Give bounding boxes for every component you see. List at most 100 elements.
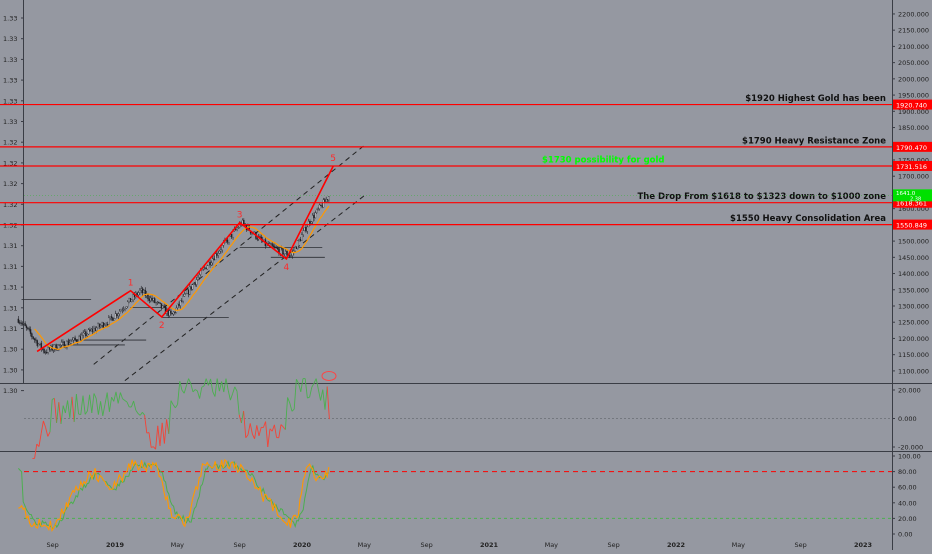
right-axis-tick-label: 2150.000 <box>898 27 929 35</box>
osc-segment <box>103 404 105 415</box>
candle <box>323 200 324 208</box>
osc-segment <box>175 404 177 407</box>
candle <box>108 318 109 325</box>
osc-segment <box>325 386 327 409</box>
candle <box>172 313 173 314</box>
osc-segment <box>61 406 63 424</box>
candle <box>296 247 297 249</box>
osc-segment <box>173 405 175 408</box>
candle <box>85 332 86 336</box>
osc-segment <box>114 392 116 401</box>
osc-segment <box>208 379 210 385</box>
right-axis-tick-label: 2100.000 <box>898 43 929 51</box>
chart-marker-icon[interactable] <box>322 372 336 381</box>
osc-segment <box>323 390 325 410</box>
candle <box>69 343 70 344</box>
osc-segment <box>169 401 171 434</box>
candle <box>282 248 283 254</box>
candle <box>96 328 97 331</box>
candle <box>27 328 28 329</box>
osc-segment <box>158 426 160 446</box>
candle <box>161 304 162 309</box>
candle <box>93 328 94 331</box>
osc-segment <box>57 402 59 423</box>
candle <box>164 306 165 307</box>
level-annotation: $1790 Heavy Resistance Zone <box>742 136 886 146</box>
candle <box>151 298 152 300</box>
level-annotation: $1730 possibility for gold <box>542 155 665 165</box>
candle <box>137 293 138 295</box>
right-axis-tick-label: 1350.000 <box>898 286 929 294</box>
left-axis-tick-label: 1.31 <box>3 284 17 292</box>
osc-axis-tick-label: 20.000 <box>898 387 921 395</box>
osc-segment <box>285 397 287 429</box>
osc-segment <box>101 401 103 416</box>
stoch-k-line <box>18 460 328 531</box>
candle <box>88 330 89 334</box>
candle <box>174 312 175 313</box>
candle <box>83 333 84 335</box>
osc-segment <box>70 397 72 418</box>
right-axis-tick-label: 1450.000 <box>898 254 929 262</box>
left-axis-tick-label: 1.30 <box>3 387 17 395</box>
candle <box>173 312 174 314</box>
candle <box>103 323 104 327</box>
osc-segment <box>189 379 191 384</box>
osc-segment <box>237 391 239 415</box>
candle <box>309 221 310 223</box>
candle <box>99 324 100 327</box>
candle <box>207 266 208 269</box>
candle <box>243 220 244 224</box>
osc-segment <box>255 425 257 438</box>
left-axis-tick-label: 1.31 <box>3 263 17 271</box>
candle <box>196 280 197 285</box>
candle <box>26 326 27 328</box>
osc-axis-tick-label: 0.000 <box>898 415 917 423</box>
candle <box>289 256 290 257</box>
candle <box>30 329 31 333</box>
candle <box>48 347 49 352</box>
candle <box>115 314 116 319</box>
candle <box>318 209 319 210</box>
osc-segment <box>105 393 107 405</box>
osc-segment <box>65 400 67 413</box>
right-axis-tick-label: 2000.000 <box>898 75 929 83</box>
x-axis-tick-label: Sep <box>795 541 807 549</box>
candle <box>149 299 150 301</box>
candle <box>60 345 61 346</box>
stoch-axis-tick-label: 0.00 <box>898 531 912 539</box>
candle <box>23 323 24 324</box>
osc-segment <box>81 396 83 415</box>
osc-segment <box>59 402 61 424</box>
osc-axis-tick-label: -20.000 <box>898 444 923 452</box>
candle <box>156 303 157 304</box>
candle <box>22 324 23 325</box>
candle <box>49 347 50 349</box>
osc-segment <box>290 403 292 411</box>
candle <box>285 251 286 253</box>
candle <box>185 294 186 295</box>
x-axis-tick-label: May <box>732 541 746 549</box>
x-axis-tick-label: 2022 <box>667 541 685 549</box>
left-axis-tick-label: 1.31 <box>3 242 17 250</box>
candle <box>126 307 127 309</box>
x-axis-tick-label: Sep <box>47 541 59 549</box>
osc-segment <box>43 421 45 427</box>
osc-segment <box>248 423 250 434</box>
osc-segment <box>215 379 217 397</box>
candle <box>274 247 275 248</box>
candle <box>31 334 32 337</box>
candle <box>205 268 206 269</box>
osc-segment <box>202 386 204 387</box>
level-price-label: 1731.516 <box>896 163 927 171</box>
candle <box>79 336 80 342</box>
candle <box>322 206 323 208</box>
candle <box>160 303 161 304</box>
osc-segment <box>178 381 180 404</box>
right-axis-tick-label: 1250.000 <box>898 319 929 327</box>
osc-segment <box>87 395 89 411</box>
osc-segment <box>318 390 320 401</box>
candle <box>184 294 185 296</box>
